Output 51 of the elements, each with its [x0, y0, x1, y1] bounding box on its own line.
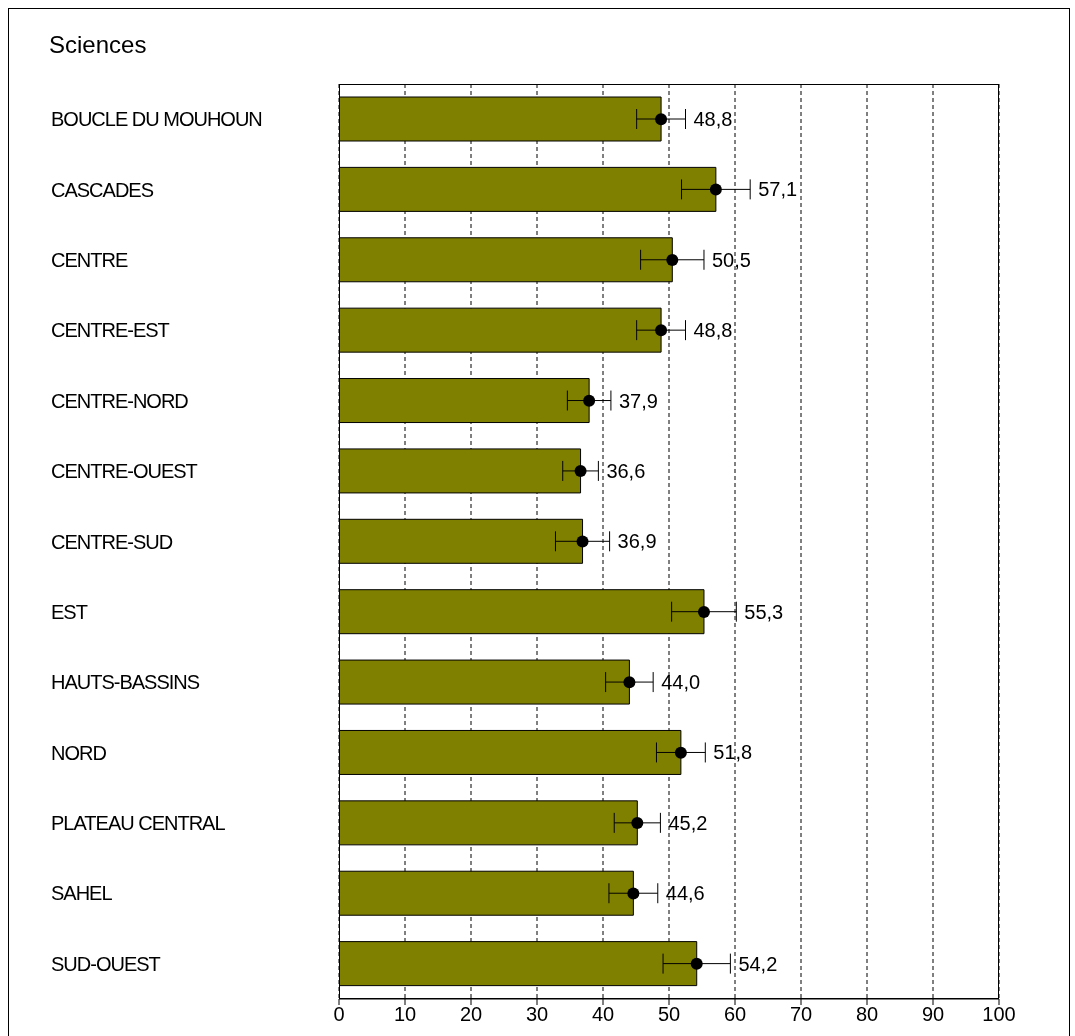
- point: [655, 324, 668, 337]
- data-label: 50,5: [711, 248, 751, 271]
- data-label: 36,9: [617, 530, 657, 553]
- y-tick-label: PLATEAU CENTRAL: [51, 812, 226, 835]
- y-tick-label: HAUTS-BASSINS: [51, 671, 200, 694]
- y-tick-label: EST: [51, 600, 88, 623]
- x-tick-label: 90: [921, 1003, 945, 1026]
- data-label: 45,2: [668, 811, 708, 834]
- data-label: 57,1: [758, 178, 798, 201]
- data-label: 44,0: [661, 671, 701, 694]
- data-label: 54,2: [738, 952, 778, 975]
- y-tick-label: CENTRE: [51, 248, 128, 271]
- point: [623, 676, 636, 689]
- point: [631, 817, 644, 830]
- point: [674, 746, 687, 759]
- data-label: 44,6: [665, 882, 705, 905]
- y-tick-label: BOUCLE DU MOUHOUN: [51, 108, 262, 131]
- x-tick-label: 0: [333, 1003, 345, 1026]
- point: [574, 465, 587, 478]
- text: Sciences: [49, 31, 147, 59]
- point: [709, 183, 722, 196]
- point: [666, 253, 679, 266]
- x-tick-label: 60: [723, 1003, 747, 1026]
- x-tick-label: 70: [789, 1003, 813, 1026]
- y-tick-label: CENTRE-SUD: [51, 530, 173, 553]
- y-tick-label: CENTRE-EST: [51, 319, 170, 342]
- x-tick-label: 30: [525, 1003, 549, 1026]
- point: [583, 394, 596, 407]
- data-label: 55,3: [744, 600, 784, 623]
- data-label: 48,8: [693, 319, 733, 342]
- y-tick-label: SAHEL: [51, 882, 113, 905]
- x-tick-label: 80: [855, 1003, 879, 1026]
- x-tick-label: 100: [982, 1003, 1016, 1026]
- point: [627, 887, 640, 900]
- data-label: 48,8: [693, 108, 733, 130]
- y-tick-label: SUD-OUEST: [51, 952, 161, 975]
- x-tick-label: 10: [393, 1003, 417, 1026]
- point: [690, 957, 703, 970]
- y-tick-label: CASCADES: [51, 178, 154, 201]
- y-tick-label: CENTRE-NORD: [51, 389, 189, 412]
- x-tick-label: 40: [591, 1003, 615, 1026]
- point: [655, 113, 668, 126]
- x-tick-label: 20: [459, 1003, 483, 1026]
- y-tick-label: CENTRE-OUEST: [51, 460, 198, 483]
- data-label: 37,9: [618, 389, 658, 412]
- data-label: 36,6: [606, 459, 646, 482]
- x-tick-label: 50: [657, 1003, 681, 1026]
- point: [697, 605, 710, 618]
- y-tick-label: NORD: [51, 741, 107, 764]
- point: [576, 535, 589, 548]
- data-label: 51,8: [713, 741, 753, 764]
